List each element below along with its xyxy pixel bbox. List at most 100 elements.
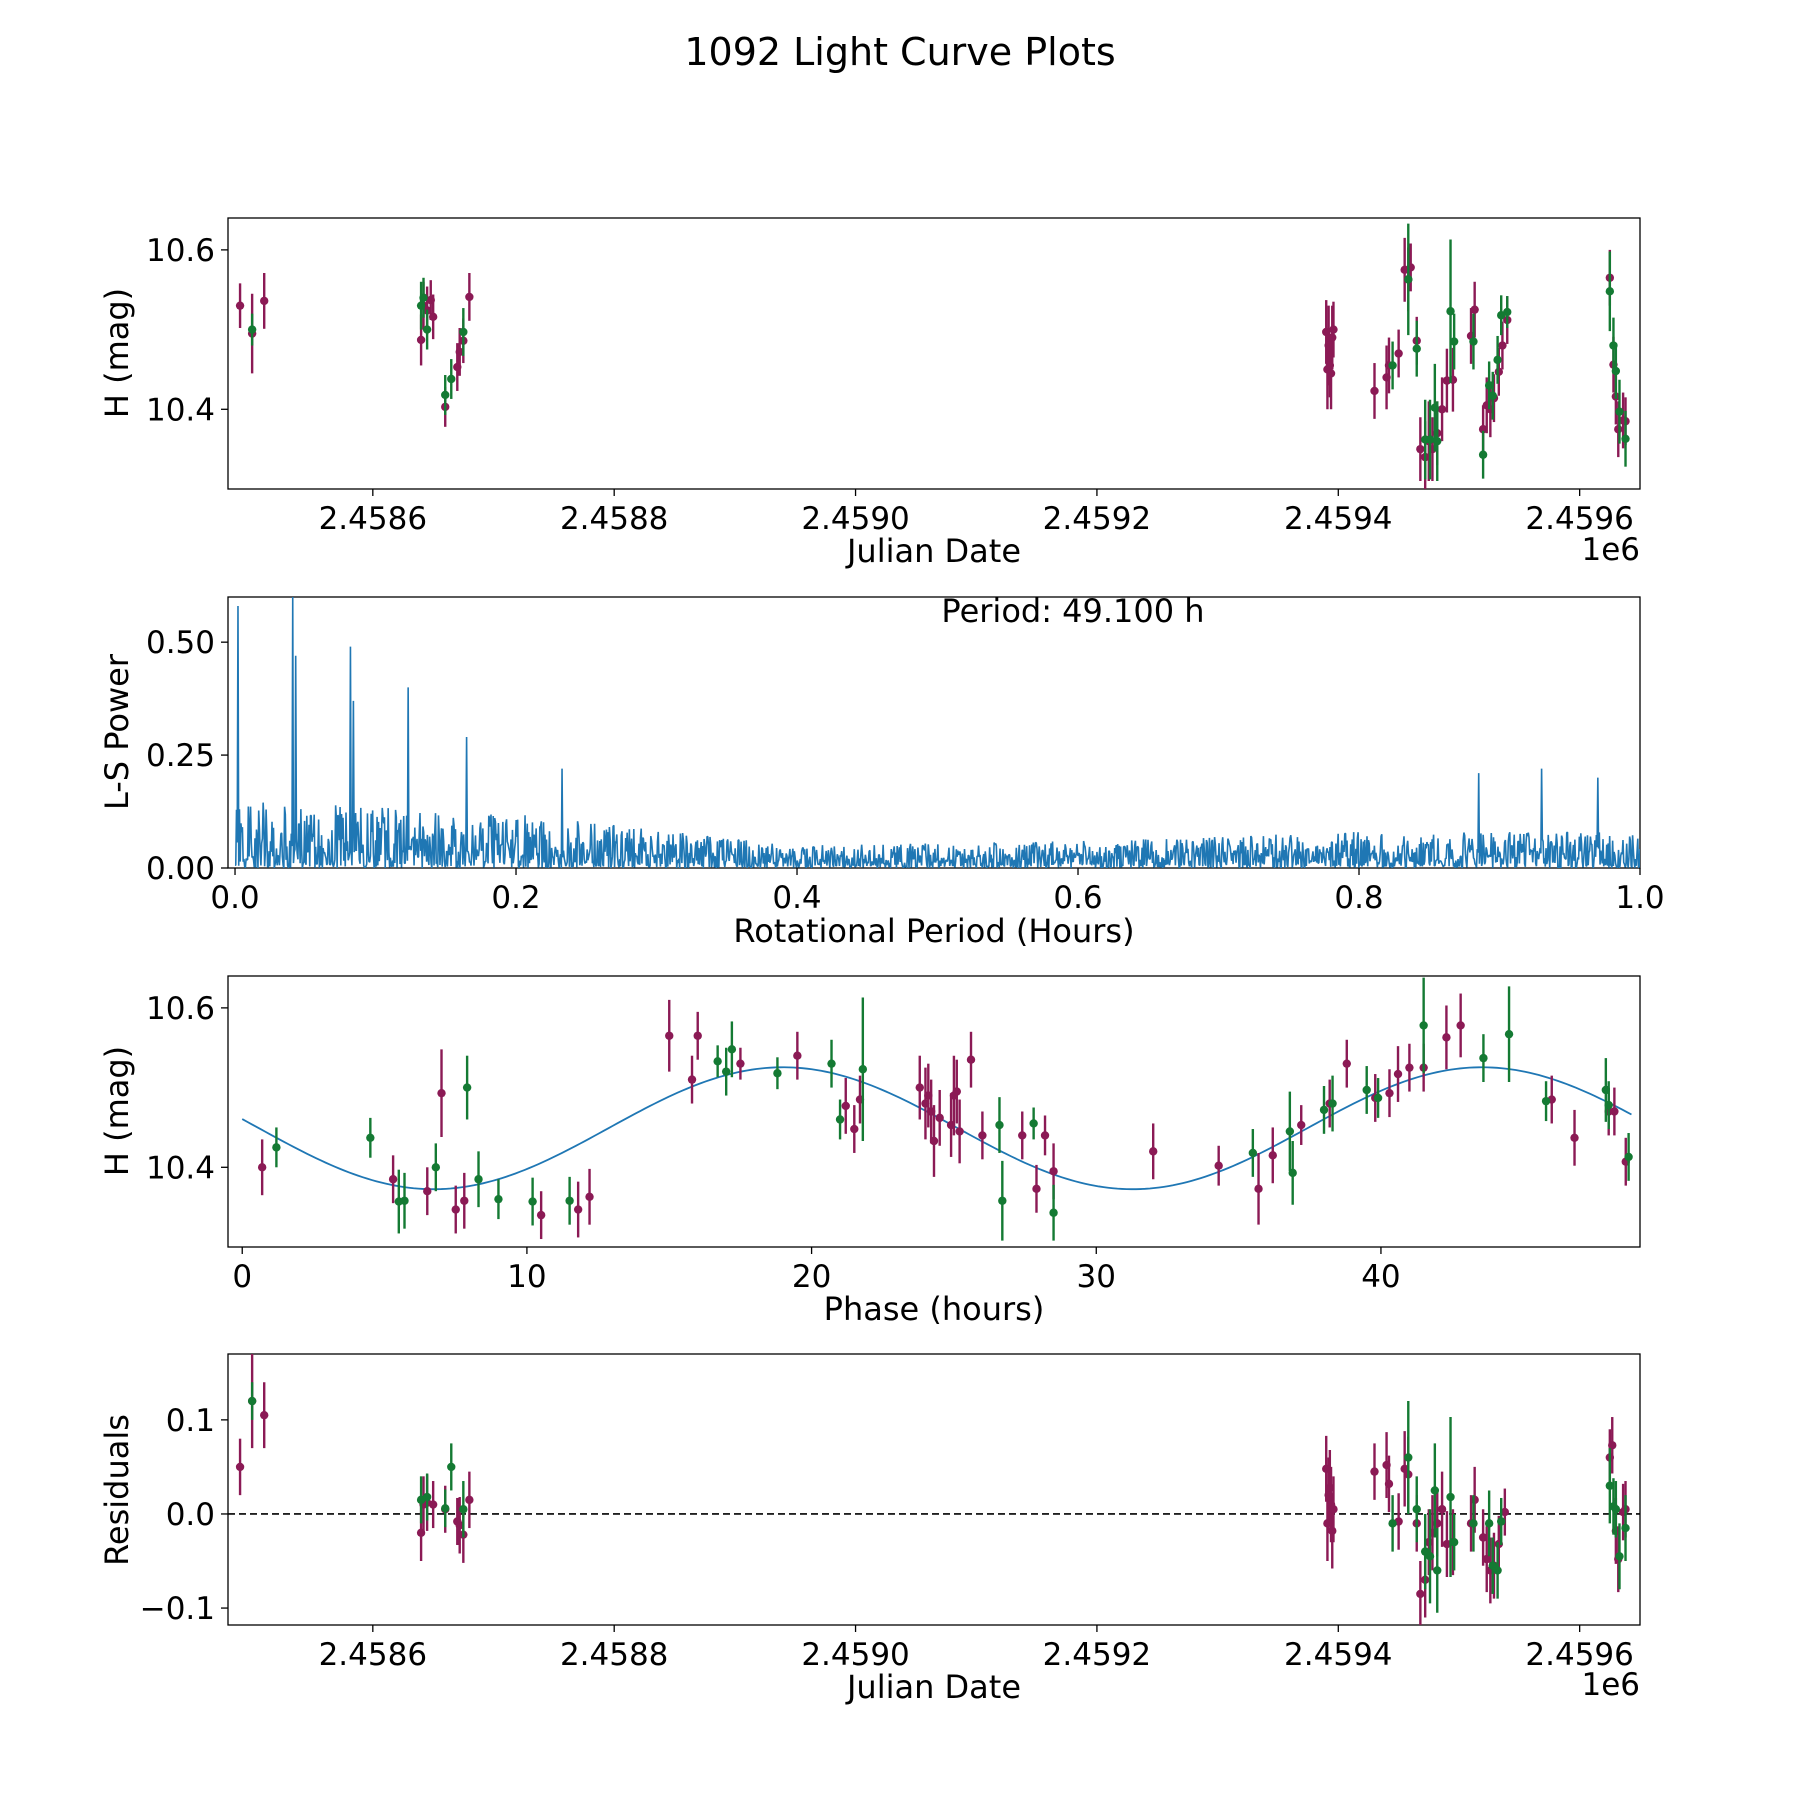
resid-point-magenta xyxy=(1370,1467,1379,1476)
lc-point-green xyxy=(1388,361,1397,370)
lc-point-green xyxy=(1621,434,1630,443)
lc-point-green xyxy=(1484,381,1494,390)
residuals-y-label: Residuals xyxy=(98,1414,136,1566)
phase-marks xyxy=(241,977,1633,1241)
residuals-marks xyxy=(228,1354,1640,1625)
phase-point-green xyxy=(1049,1208,1058,1217)
phase-point-magenta xyxy=(955,1127,964,1136)
ls-x-tick-label: 0.4 xyxy=(772,880,821,916)
lc-point-green xyxy=(422,325,432,334)
lc-point-magenta xyxy=(428,312,438,322)
phase-point-green xyxy=(1541,1096,1551,1106)
phase-point-green xyxy=(998,1196,1007,1205)
resid-point-magenta xyxy=(1608,1441,1617,1450)
phase-point-magenta xyxy=(915,1083,924,1092)
resid-point-magenta xyxy=(235,1462,245,1472)
phase-point-magenta xyxy=(1268,1151,1277,1160)
lc-point-magenta xyxy=(1498,341,1507,350)
phase-x-ticks: 0 10 20 30 40 xyxy=(232,1247,1401,1295)
phase-point-green xyxy=(1504,1029,1514,1039)
lc-point-magenta xyxy=(455,347,464,357)
lc-point-magenta xyxy=(1326,369,1336,378)
phase-point-magenta xyxy=(451,1205,460,1214)
phase-point-green xyxy=(1419,1021,1428,1030)
phase-point-green xyxy=(1319,1105,1329,1115)
periodogram-axes-frame xyxy=(227,596,1641,869)
lc-point-green xyxy=(1503,307,1512,317)
phase-axes-frame xyxy=(227,975,1641,1248)
phase-point-magenta xyxy=(693,1031,702,1040)
lc-point-magenta xyxy=(1614,425,1623,434)
resid-point-green xyxy=(1425,1552,1435,1561)
resid-point-green xyxy=(1611,1505,1621,1514)
lc-point-green xyxy=(1449,337,1459,346)
lc-point-magenta xyxy=(1370,386,1379,396)
phase-point-magenta xyxy=(1570,1133,1579,1143)
light-curve-y-ticks: 10.4 10.6 xyxy=(146,233,228,428)
lc-point-green xyxy=(419,293,428,302)
lc-point-green xyxy=(1478,450,1488,459)
phase-point-magenta xyxy=(1610,1107,1619,1116)
phase-point-green xyxy=(1029,1119,1038,1128)
ls-y-tick-label: 0.00 xyxy=(146,851,215,887)
lc-point-green xyxy=(1615,407,1624,416)
resid-point-green xyxy=(1469,1519,1478,1528)
ls-x-tick-label: 0.8 xyxy=(1334,880,1383,916)
phase-point-magenta xyxy=(1456,1021,1465,1030)
resid-point-green xyxy=(1430,1486,1440,1495)
phase-point-green xyxy=(1373,1093,1383,1103)
phase-point-magenta xyxy=(1342,1059,1351,1068)
phase-point-magenta xyxy=(1040,1131,1050,1140)
phase-point-green xyxy=(995,1120,1004,1130)
phase-point-magenta xyxy=(460,1196,469,1205)
phase-point-green xyxy=(1288,1168,1297,1178)
lc-y-tick-label: 10.4 xyxy=(146,392,215,428)
phase-point-magenta xyxy=(1385,1088,1394,1098)
lc-point-magenta xyxy=(1437,405,1447,414)
lc-point-green xyxy=(1469,337,1478,346)
phase-point-magenta xyxy=(665,1031,674,1040)
phase-y-label: H (mag) xyxy=(98,1046,136,1176)
light-curve-x-offset: 1e6 xyxy=(1581,532,1640,568)
lc-point-green xyxy=(1425,435,1435,444)
residuals-panel: 2.4586 2.4588 2.4590 2.4592 2.4594 2.4596 −0.… xyxy=(98,1353,1641,1706)
resid-x-tick-label: 2.4596 xyxy=(1525,1637,1633,1673)
lc-point-green xyxy=(247,325,257,334)
ls-x-tick-label: 0.2 xyxy=(491,880,540,916)
phase-point-magenta xyxy=(1032,1184,1041,1194)
phase-x-label: Phase (hours) xyxy=(824,1290,1045,1328)
phase-point-green xyxy=(1479,1053,1488,1063)
resid-point-green xyxy=(1433,1566,1442,1575)
periodogram-y-ticks: 0.00 0.25 0.50 xyxy=(146,625,228,887)
lc-point-green xyxy=(1412,344,1421,353)
light-curve-marks xyxy=(235,223,1630,489)
resid-x-tick-label: 2.4592 xyxy=(1043,1637,1151,1673)
resid-point-green xyxy=(1493,1566,1502,1575)
resid-point-green xyxy=(1605,1481,1615,1490)
resid-point-green xyxy=(247,1396,257,1406)
phase-y-tick-label: 10.6 xyxy=(146,991,215,1027)
ls-x-tick-label: 0.0 xyxy=(210,880,259,916)
period-annotation: Period: 49.100 h xyxy=(941,592,1204,630)
lc-point-magenta xyxy=(1478,425,1488,434)
resid-point-magenta xyxy=(1384,1479,1394,1489)
resid-point-magenta xyxy=(465,1495,474,1505)
lc-point-magenta xyxy=(416,335,426,345)
phase-point-green xyxy=(272,1143,281,1152)
phase-point-green xyxy=(431,1163,441,1172)
phase-point-green xyxy=(1624,1152,1633,1162)
phase-point-green xyxy=(462,1083,472,1092)
resid-point-magenta xyxy=(1416,1589,1425,1599)
phase-point-magenta xyxy=(850,1124,859,1134)
phase-point-green xyxy=(494,1194,503,1204)
phase-point-magenta xyxy=(1149,1147,1158,1156)
lc-point-green xyxy=(1433,436,1442,446)
phase-point-green xyxy=(713,1057,722,1066)
residuals-x-ticks: 2.4586 2.4588 2.4590 2.4592 2.4594 2.4596 xyxy=(319,1625,1634,1673)
phase-point-magenta xyxy=(1049,1167,1058,1176)
resid-point-magenta xyxy=(1482,1554,1491,1564)
lc-point-green xyxy=(1611,366,1621,376)
resid-point-green xyxy=(459,1505,468,1514)
lc-point-green xyxy=(447,374,456,384)
resid-point-green xyxy=(1615,1552,1624,1561)
